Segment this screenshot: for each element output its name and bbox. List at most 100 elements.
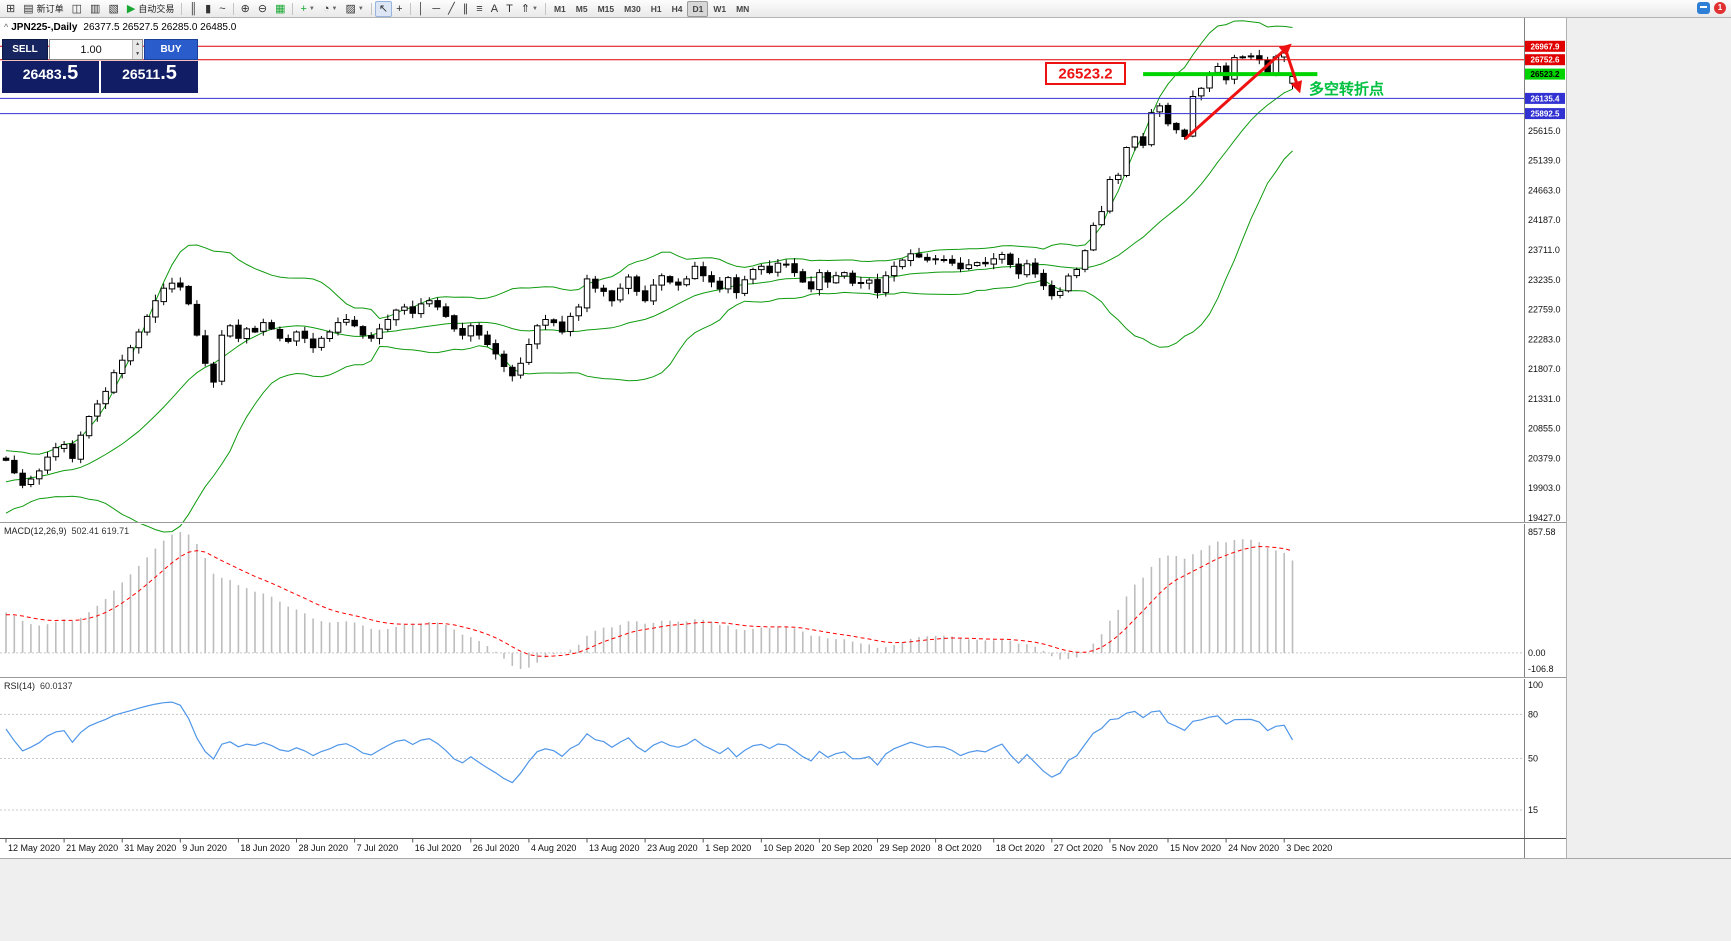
cursor-tool-button[interactable]: ↖ (374, 0, 393, 17)
channel-tool-button[interactable]: ∥ (459, 1, 473, 17)
indicators-menu-dropdown-arrow-icon[interactable]: ▼ (308, 5, 315, 12)
chart-profiles-button[interactable]: ◫ (68, 1, 86, 17)
timeframe-m30-button[interactable]: M30 (624, 3, 641, 14)
indicators-menu-icon: + (300, 2, 307, 15)
macd-values: 502.41 619.71 (71, 526, 130, 536)
market-watch-button[interactable]: ▥ (86, 1, 104, 17)
periods-menu-button[interactable]: ◔ ▼ (319, 1, 342, 17)
price-tag[interactable] (1525, 54, 1565, 66)
price-callout-box[interactable] (1045, 62, 1126, 85)
line-chart-mode-button[interactable]: ~ (215, 1, 229, 17)
zoom-out-button[interactable]: ⊖ (254, 1, 271, 17)
chart-canvas[interactable]: 26523.2 多空转折点 25615.0 25139.0 24663.0 24187.0… (0, 18, 1566, 858)
fibonacci-tool-button[interactable]: ≡ (472, 1, 486, 17)
workspace-empty-area (1566, 18, 1731, 858)
indicators-menu-button[interactable]: + ▼ (296, 1, 318, 17)
price-tag[interactable] (1525, 108, 1565, 120)
periods-menu-dropdown-arrow-icon[interactable]: ▼ (331, 5, 338, 12)
time-axis-label: 3 Dec 2020 (1286, 843, 1332, 853)
navigator-icon: ▧ (108, 2, 119, 15)
navigator-button[interactable]: ▧ (104, 1, 122, 17)
templates-menu-button[interactable]: ▨ ▼ (341, 1, 367, 17)
price-axis-label: 25615.0 (1528, 126, 1561, 136)
tile-windows-button[interactable]: ▦ (271, 1, 289, 17)
tile-windows-icon: ▦ (275, 2, 286, 15)
price-axis-column (1524, 18, 1566, 858)
reversal-arrow-down[interactable] (1284, 50, 1303, 94)
timeframe-w1-button[interactable]: W1 (713, 3, 727, 14)
arrows-tool-button[interactable]: ⇑ ▼ (517, 1, 542, 17)
timeframe-m15-button[interactable]: M15 (597, 3, 615, 14)
timeframe-mn-button[interactable]: MN (736, 3, 750, 14)
trendline-tool-button[interactable]: ╱ (444, 1, 459, 17)
timeframe-m1-button[interactable]: M1 (553, 3, 566, 14)
crosshair-tool-button[interactable]: + (392, 1, 406, 17)
new-chart-icon: ⊞ (6, 2, 16, 15)
trend-arrow-up[interactable] (1184, 43, 1292, 141)
price-axis-label: 24187.0 (1528, 215, 1561, 225)
one-click-buttons-row: SELL ▲ ▼ BUY (2, 39, 198, 60)
vertical-line-tool-button[interactable]: │ (414, 1, 429, 17)
price-callout-text: 26523.2 (1058, 66, 1112, 83)
candlestick-mode-icon: ▮ (205, 2, 212, 15)
horizontal-line-tool-icon: ─ (432, 2, 441, 15)
auto-trading-button[interactable]: ▶ 自动交易 (123, 1, 178, 17)
auto-trading-label: 自动交易 (138, 4, 175, 14)
sell-price[interactable]: 26483.5 (2, 61, 99, 93)
buy-button[interactable]: BUY (144, 39, 198, 60)
price-tag[interactable] (1525, 40, 1565, 52)
timeframe-h4-button[interactable]: H4 (671, 3, 683, 14)
templates-menu-dropdown-arrow-icon[interactable]: ▼ (357, 5, 364, 12)
volume-input[interactable] (50, 40, 133, 59)
buy-price[interactable]: 26511.5 (101, 61, 198, 93)
volume-decrease-button[interactable]: ▼ (133, 49, 142, 59)
notification-count-badge[interactable]: 1 (1714, 2, 1726, 14)
bar-chart-mode-button[interactable]: ║ (185, 1, 201, 17)
toolbar-separator (544, 2, 546, 15)
timeframe-d1-button[interactable]: D1 (687, 0, 709, 17)
chat-icon[interactable] (1697, 2, 1710, 14)
rsi-indicator-label: RSI(14) 60.0137 (4, 681, 73, 691)
timeframe-m5-button[interactable]: M5 (575, 3, 588, 14)
text-tool-button[interactable]: A (487, 1, 502, 17)
price-tag-value: 26523.2 (1531, 70, 1560, 79)
time-axis-label: 18 Oct 2020 (996, 843, 1045, 853)
arrows-tool-dropdown-arrow-icon[interactable]: ▼ (532, 5, 538, 12)
one-click-trading-panel: SELL ▲ ▼ BUY 26483.5 26511.5 (2, 39, 198, 93)
zoom-in-button[interactable]: ⊕ (237, 1, 254, 17)
rsi-axis-label: 15 (1528, 805, 1538, 815)
new-order-button[interactable]: ▤ 新订单 (19, 1, 67, 17)
price-tag[interactable] (1525, 68, 1565, 80)
volume-increase-button[interactable]: ▲ (133, 40, 142, 50)
chart-corner-marker: ^ (4, 22, 9, 32)
new-chart-button[interactable]: ⊞ (2, 1, 19, 17)
price-tag-value: 26135.4 (1531, 94, 1560, 103)
price-axis-label: 21807.0 (1528, 364, 1561, 374)
price-axis-label: 24663.0 (1528, 186, 1561, 196)
price-tag[interactable] (1525, 92, 1565, 104)
time-axis-label: 16 Jul 2020 (415, 843, 462, 853)
new-order-icon: ▤ (23, 2, 34, 15)
label-tool-button[interactable]: T (502, 1, 517, 17)
toolbar-separator (370, 2, 372, 15)
horizontal-line-tool-button[interactable]: ─ (428, 1, 444, 17)
vertical-line-tool-icon: │ (417, 2, 425, 15)
bollinger-lower-band (5, 150, 1293, 533)
bar-chart-mode-icon: ║ (189, 2, 198, 15)
annotation-text-cn[interactable]: 多空转折点 (1309, 80, 1384, 98)
sell-button[interactable]: SELL (2, 39, 48, 60)
price-axis-label: 22283.0 (1528, 334, 1561, 344)
time-axis-label: 5 Nov 2020 (1112, 843, 1158, 853)
time-axis-label: 29 Sep 2020 (880, 843, 931, 853)
cursor-tool-icon: ↖ (378, 2, 389, 15)
rsi-value: 60.0137 (40, 681, 73, 691)
volume-spinner: ▲ ▼ (132, 40, 142, 59)
timeframe-h1-button[interactable]: H1 (650, 3, 662, 14)
price-axis-label: 19427.0 (1528, 513, 1561, 523)
label-tool-icon: T (506, 2, 513, 15)
candlestick-mode-button[interactable]: ▮ (201, 1, 215, 17)
periods-menu-icon: ◔ (322, 2, 330, 15)
time-axis-label: 26 Jul 2020 (473, 843, 520, 853)
crosshair-tool-icon: + (396, 2, 403, 15)
